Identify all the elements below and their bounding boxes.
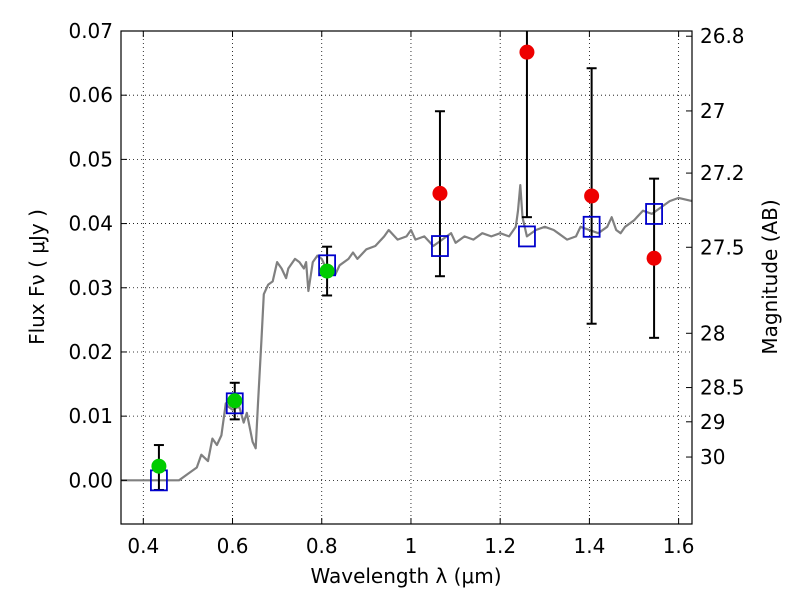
y-tick-label: 0.07 bbox=[68, 19, 113, 43]
template-spectrum-layer bbox=[121, 184, 693, 482]
y-tick-label: 0.02 bbox=[68, 340, 113, 364]
y-tick-label: 0.03 bbox=[68, 276, 113, 300]
x-tick-label: 0.4 bbox=[127, 534, 159, 558]
nondetection-point bbox=[519, 44, 535, 60]
x-tick-labels: 0.4 0.6 0.8 1 1.2 1.4 1.6 bbox=[127, 534, 694, 558]
y-tick-label: 0.00 bbox=[68, 468, 113, 492]
right-tick-label: 27.2 bbox=[700, 161, 745, 185]
model-box bbox=[645, 203, 663, 225]
observation-layer bbox=[151, 44, 662, 474]
model-box bbox=[431, 235, 449, 257]
plot-background bbox=[121, 31, 692, 524]
x-tick-label: 1.2 bbox=[484, 534, 516, 558]
x-tick-label: 1.6 bbox=[663, 534, 695, 558]
right-tick-label: 26.8 bbox=[700, 24, 745, 48]
template-spectrum-line bbox=[121, 184, 693, 482]
right-tick-label: 29 bbox=[700, 410, 725, 434]
detection-point bbox=[151, 458, 167, 474]
y-tick-labels: 0.00 0.01 0.02 0.03 0.04 0.05 0.06 0.07 bbox=[68, 19, 113, 492]
y-axis-label-right: Magnitude (AB) bbox=[758, 199, 782, 354]
right-tick-label: 28.5 bbox=[700, 376, 745, 400]
x-axis-label: Wavelength λ (μm) bbox=[310, 564, 501, 588]
x-tick-label: 0.6 bbox=[217, 534, 249, 558]
nondetection-point bbox=[646, 250, 662, 266]
model-box bbox=[518, 225, 536, 248]
nondetection-point bbox=[432, 185, 448, 201]
right-tick-label: 30 bbox=[700, 445, 725, 469]
detection-point bbox=[319, 263, 335, 279]
x-tick-label: 0.8 bbox=[306, 534, 338, 558]
right-tick-label: 27 bbox=[700, 99, 725, 123]
right-tick-labels: 26.8 27 27.2 27.5 28 28.5 29 30 bbox=[700, 24, 745, 469]
model-box bbox=[582, 215, 601, 238]
y-tick-label: 0.06 bbox=[68, 83, 113, 107]
y-tick-label: 0.01 bbox=[68, 404, 113, 428]
nondetection-point bbox=[584, 188, 600, 204]
y-tick-label: 0.05 bbox=[68, 147, 113, 171]
plot-frame bbox=[120, 30, 693, 525]
y-axis-label-left: Flux Fν ( μJy ) bbox=[25, 209, 49, 345]
detection-point bbox=[227, 393, 243, 409]
x-tick-label: 1 bbox=[405, 534, 418, 558]
y-tick-label: 0.04 bbox=[68, 212, 113, 236]
axis-ticks bbox=[121, 30, 692, 524]
right-tick-label: 28 bbox=[700, 321, 725, 345]
x-tick-label: 1.4 bbox=[573, 534, 605, 558]
right-tick-label: 27.5 bbox=[700, 235, 745, 259]
